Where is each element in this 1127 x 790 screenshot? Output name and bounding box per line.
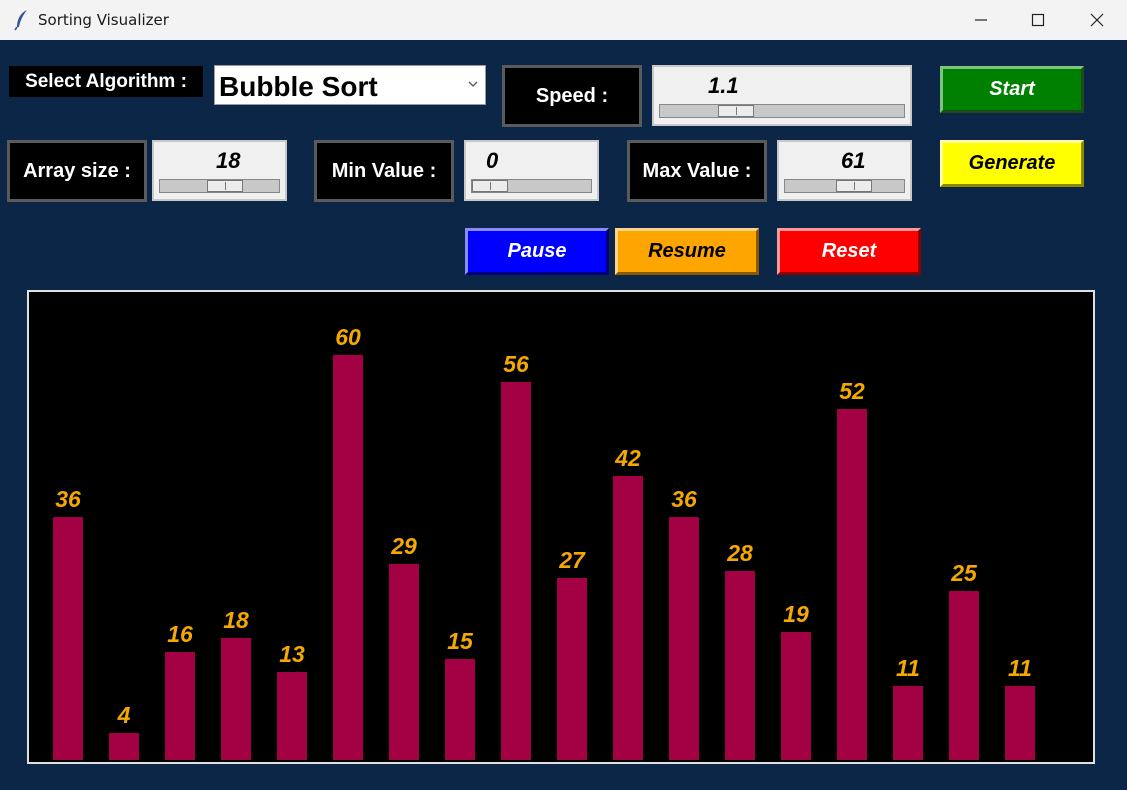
array-size-slider[interactable]: 18: [152, 140, 287, 201]
bar: [557, 578, 587, 760]
bar-value-label: 15: [447, 628, 473, 654]
min-value-slider-thumb[interactable]: [472, 180, 508, 192]
bar-value-label: 25: [951, 560, 977, 586]
title-bar: Sorting Visualizer: [0, 0, 1127, 40]
min-value-label: Min Value :: [314, 140, 454, 202]
bar-value-label: 28: [727, 540, 753, 566]
maximize-button[interactable]: [1011, 0, 1065, 40]
bar: [445, 659, 475, 760]
chevron-down-icon: [468, 81, 478, 87]
min-value-slider-trough[interactable]: [471, 179, 592, 193]
maximize-icon: [1031, 13, 1045, 27]
bar: [949, 591, 979, 760]
max-value-slider-thumb[interactable]: [836, 180, 872, 192]
feather-icon: [14, 10, 27, 31]
bar: [333, 355, 363, 760]
algorithm-select-value: Bubble Sort: [219, 71, 378, 102]
bar-value-label: 29: [391, 533, 417, 559]
bar: [109, 733, 139, 760]
pause-button[interactable]: Pause: [465, 228, 609, 275]
resume-button[interactable]: Resume: [615, 228, 759, 275]
bar: [613, 476, 643, 760]
array-size-slider-trough[interactable]: [159, 179, 280, 193]
window-title: Sorting Visualizer: [38, 11, 169, 29]
bar-value-label: 52: [839, 378, 865, 404]
min-value-slider-value: 0: [486, 148, 499, 173]
array-size-label: Array size :: [7, 140, 147, 202]
bar: [501, 382, 531, 760]
algorithm-label: Select Algorithm :: [9, 66, 203, 97]
max-value-slider-value: 61: [841, 148, 866, 173]
bar: [53, 517, 83, 760]
bar-value-label: 19: [783, 601, 809, 627]
generate-button[interactable]: Generate: [940, 140, 1084, 187]
bar-value-label: 42: [615, 445, 641, 471]
array-size-slider-value: 18: [216, 148, 241, 173]
bar: [389, 564, 419, 760]
min-value-slider[interactable]: 0: [464, 140, 599, 201]
array-size-slider-thumb[interactable]: [207, 180, 243, 192]
bar-value-label: 36: [55, 486, 81, 512]
start-button[interactable]: Start: [940, 66, 1084, 113]
bar-value-label: 36: [671, 486, 697, 512]
bar: [1005, 686, 1035, 760]
speed-label: Speed :: [502, 65, 642, 127]
bar: [221, 638, 251, 760]
algorithm-select[interactable]: Bubble Sort: [214, 65, 486, 105]
speed-slider-trough[interactable]: [659, 104, 905, 118]
bar: [837, 409, 867, 760]
bar-value-label: 16: [167, 621, 193, 647]
max-value-slider-trough[interactable]: [784, 179, 905, 193]
bar-value-label: 4: [117, 702, 131, 728]
bar-value-label: 18: [223, 607, 249, 633]
max-value-slider[interactable]: 61: [777, 140, 912, 201]
bar-value-label: 11: [896, 655, 920, 681]
bar-value-label: 11: [1008, 655, 1032, 681]
minimize-icon: [975, 19, 987, 21]
bar: [165, 652, 195, 760]
bar: [781, 632, 811, 760]
visualization-canvas: 36 4 16 18 13 60 29 15 56 27 42 36 28 19 52 11 25 11: [27, 290, 1095, 764]
bar-value-label: 27: [559, 547, 585, 573]
bar-value-label: 56: [503, 351, 529, 377]
max-value-label: Max Value :: [627, 140, 767, 202]
bar: [669, 517, 699, 760]
bar: [725, 571, 755, 760]
bar: [277, 672, 307, 760]
close-button[interactable]: [1070, 0, 1124, 40]
minimize-button[interactable]: [954, 0, 1008, 40]
speed-slider[interactable]: 1.1: [652, 65, 912, 126]
speed-slider-thumb[interactable]: [718, 105, 754, 117]
close-icon: [1090, 13, 1104, 27]
reset-button[interactable]: Reset: [777, 228, 921, 275]
bar-value-label: 60: [335, 324, 361, 350]
bar-value-label: 13: [279, 641, 305, 667]
speed-slider-value: 1.1: [708, 73, 739, 98]
bar: [893, 686, 923, 760]
